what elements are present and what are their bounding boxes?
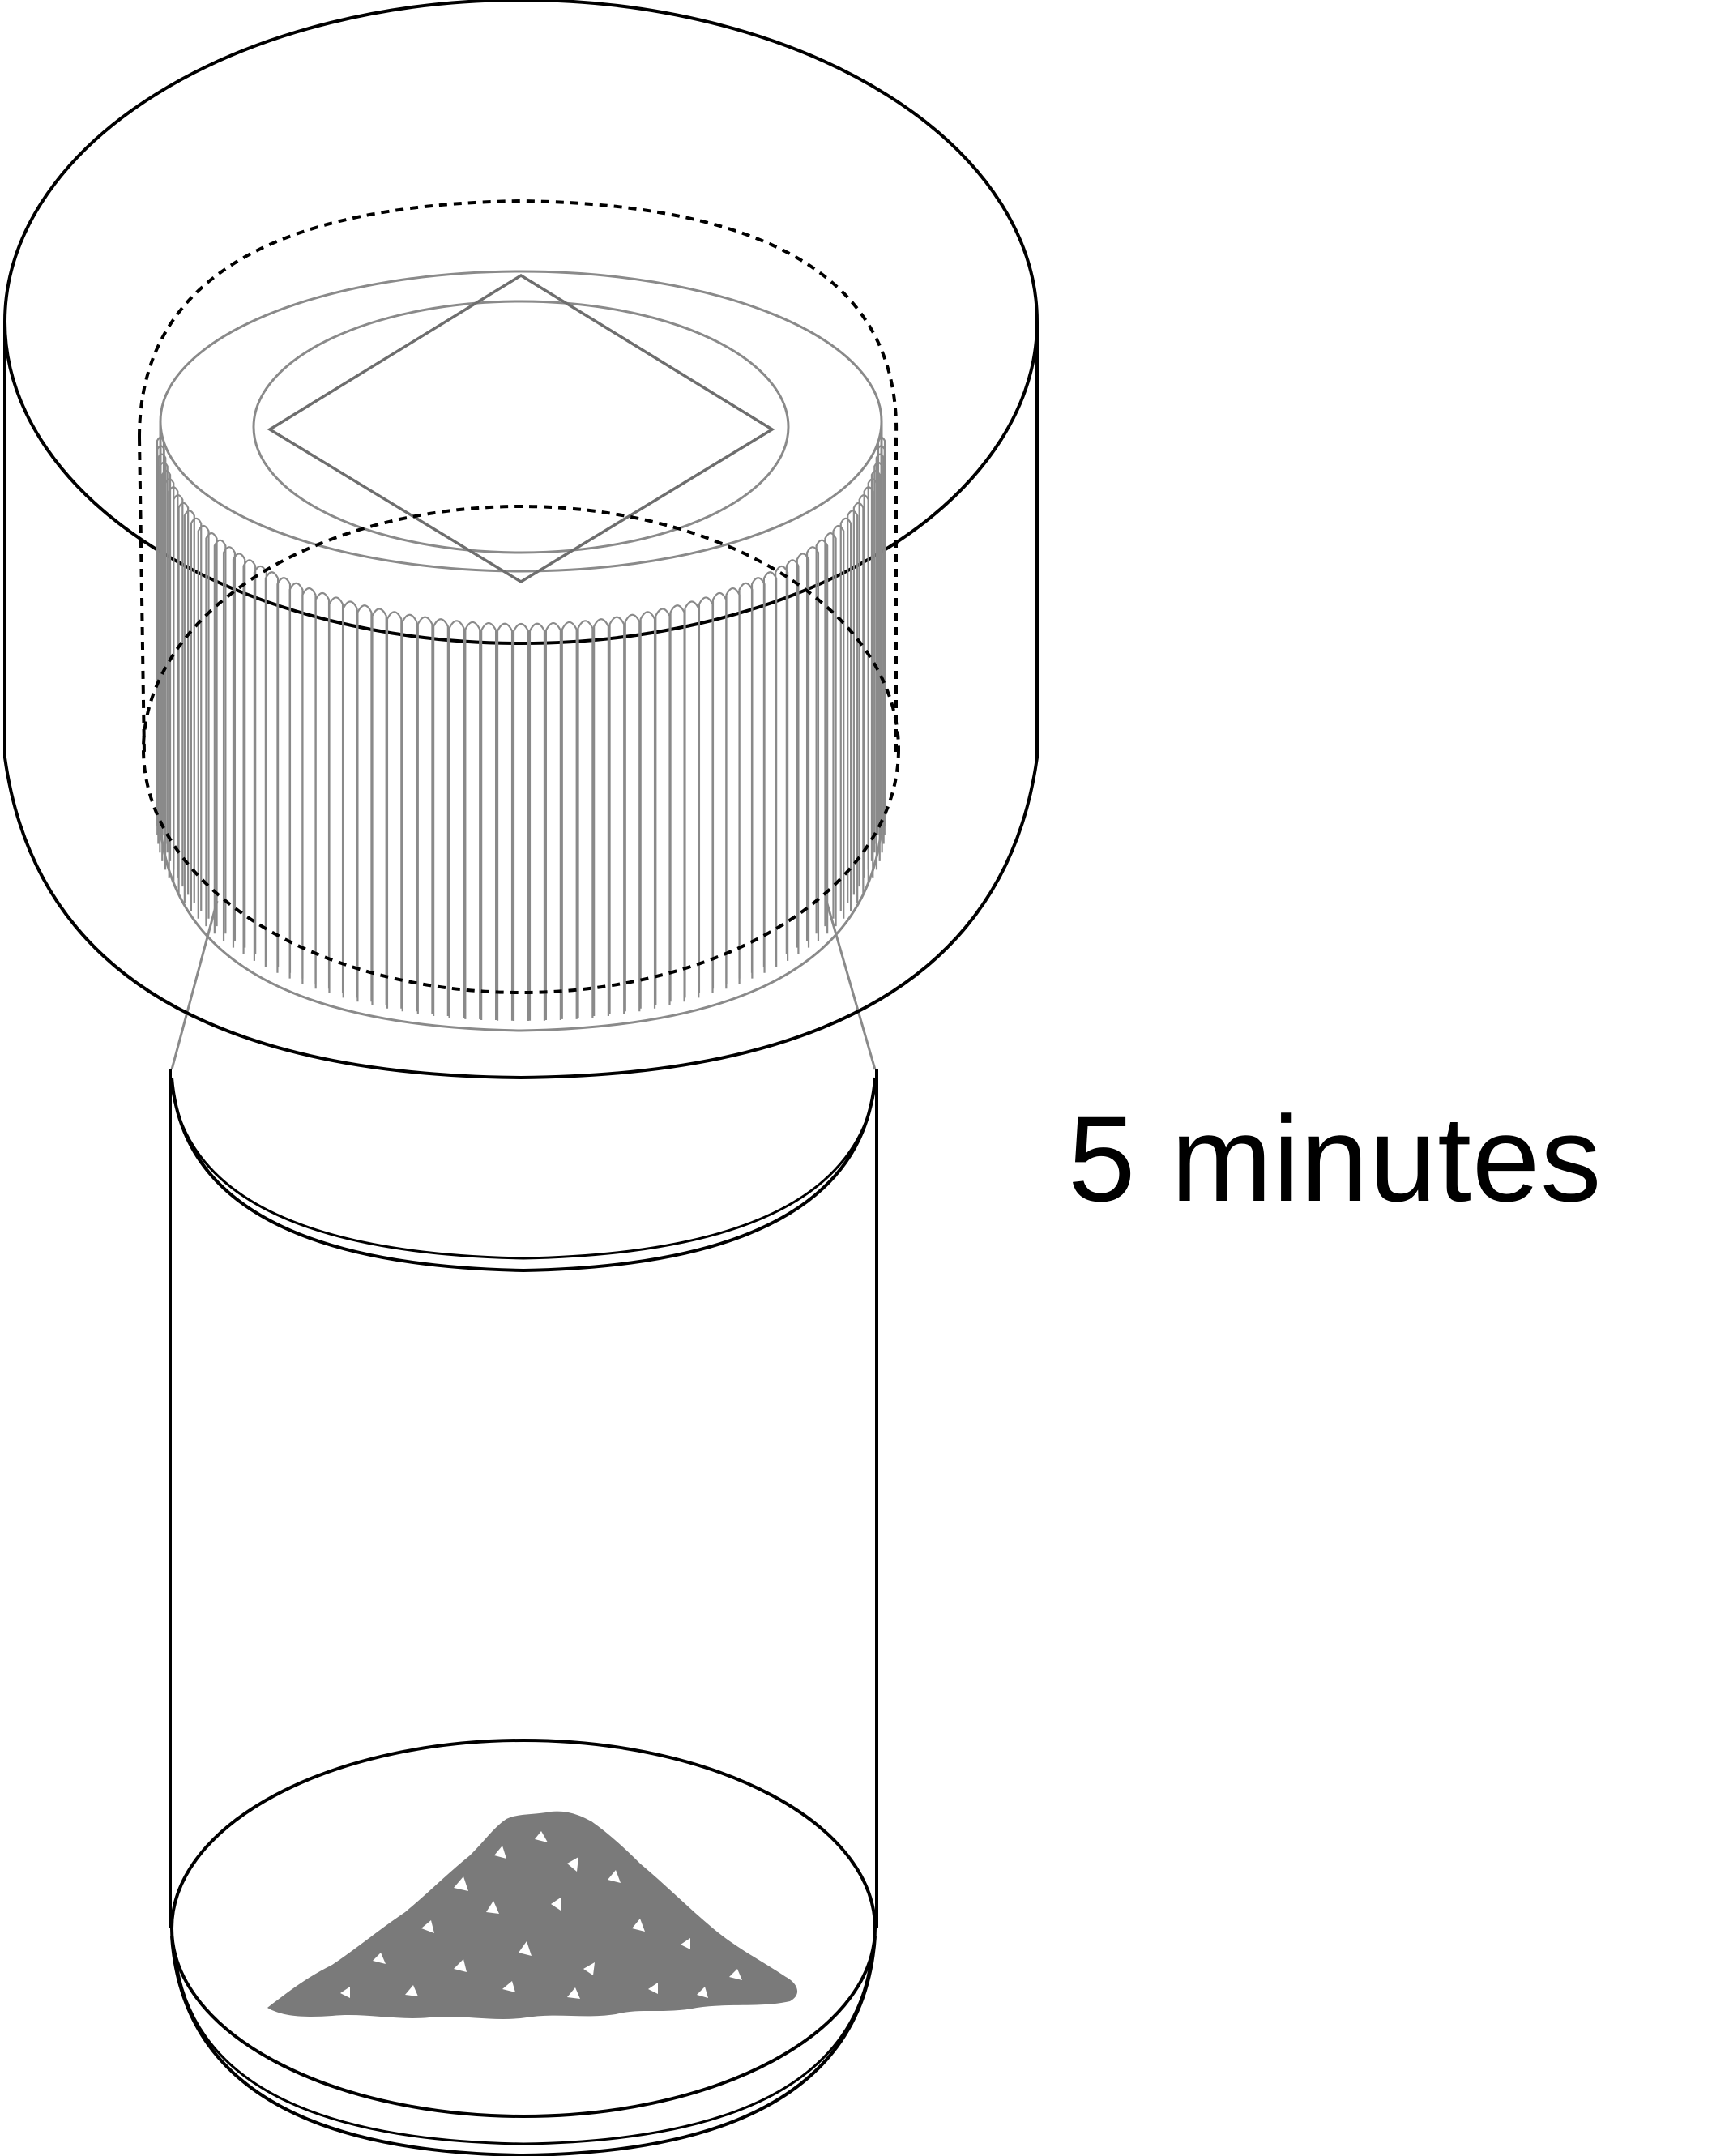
knurl-ridge: [342, 600, 358, 998]
knurl-ridge: [847, 510, 859, 903]
knurl-ridge: [839, 517, 852, 911]
knurl-ridge: [159, 461, 169, 853]
knurl-ridge: [161, 470, 172, 861]
knurl-ridge: [232, 553, 246, 948]
knurl-ridge: [314, 591, 331, 989]
dashed-left-wall: [138, 437, 146, 754]
dashed-outlines: [138, 199, 900, 994]
knurl-ridge: [448, 620, 465, 1018]
powder-pile: [267, 1811, 798, 2019]
knurl-ridge: [608, 616, 625, 1014]
knurl-ridge: [593, 618, 609, 1016]
vial-shoulder-left: [170, 900, 219, 1070]
knurl-ridge: [183, 510, 195, 903]
knurl-ridge: [639, 611, 656, 1009]
knurl-ridge: [173, 494, 184, 887]
knurl-ridge: [416, 616, 433, 1014]
knurl-ridge: [815, 539, 829, 934]
knurl-ridge: [205, 532, 218, 927]
cap-top-outer-ring: [159, 270, 883, 573]
knurl-ridge: [528, 622, 546, 1021]
powder-pile-shape: [267, 1811, 798, 2019]
knurl-ridge: [775, 565, 789, 961]
knurl-ridge: [371, 608, 387, 1005]
knurl-ridge: [684, 600, 700, 998]
knurl-ridge: [190, 517, 203, 911]
cap-bottom-rim: [159, 826, 883, 1032]
knurl-ridge: [156, 436, 165, 826]
knurl-ridge: [512, 622, 530, 1021]
knurl-ridge: [164, 478, 175, 870]
duration-caption: 5 minutes: [1068, 1091, 1603, 1227]
knurl-ridge: [805, 546, 820, 941]
knurl-ridge: [168, 486, 179, 878]
knurl-ridge: [386, 611, 403, 1009]
knurl-ridge: [669, 604, 685, 1002]
knurl-ridge: [577, 620, 594, 1018]
knurl-ridge: [222, 546, 237, 941]
knurl-ridge: [738, 582, 754, 979]
cap-knurl-ridges: [156, 436, 886, 1021]
dashed-lower-ellipse: [142, 505, 900, 994]
powder-highlights: [340, 1831, 742, 1999]
outer-lid-bottom: [3, 757, 1039, 1080]
knurl-ridge: [288, 582, 304, 979]
knurl-ridge: [544, 622, 561, 1021]
knurl-ridge: [711, 591, 728, 989]
vial-bottom-rim-2: [173, 1952, 873, 2145]
vial-neck-rim: [170, 1077, 877, 1273]
knurl-ridge: [213, 539, 227, 934]
knurl-ridge: [197, 524, 210, 919]
vial-bottom-rim: [170, 1936, 877, 2156]
vial-neck-rim-inner: [170, 1085, 877, 1260]
knurl-ridge: [301, 587, 317, 984]
knurl-ridge: [401, 613, 418, 1012]
knurl-ridge: [877, 436, 886, 826]
knurl-ridge: [655, 608, 671, 1005]
diamond-mark: [267, 273, 775, 584]
knurl-ridge: [824, 532, 837, 927]
knurl-ridge: [480, 622, 497, 1021]
knurled-cap: [156, 270, 886, 1032]
knurl-ridge: [264, 571, 280, 967]
vial-shoulder-right: [825, 900, 877, 1070]
knurl-ridge: [750, 577, 766, 973]
knurl-ridge: [832, 524, 845, 919]
knurl-ridge: [177, 502, 190, 895]
knurl-ridge: [276, 577, 292, 973]
cap-top-inner-ring: [252, 300, 790, 554]
knurl-ridge: [242, 559, 257, 954]
knurl-ridge: [433, 618, 449, 1016]
knurl-ridge: [496, 622, 514, 1021]
knurl-ridge: [561, 621, 578, 1019]
knurl-ridge: [785, 559, 800, 954]
knurl-ridge: [157, 453, 167, 844]
knurl-ridge: [328, 596, 344, 994]
knurl-ridge: [464, 621, 481, 1019]
knurl-ridge: [356, 604, 373, 1002]
knurl-ridge: [253, 565, 267, 961]
knurl-ridge: [624, 613, 641, 1012]
knurl-ridge: [698, 596, 714, 994]
knurl-ridge: [762, 571, 778, 967]
outer-lid: [3, 0, 1039, 1080]
vial: [169, 900, 878, 2156]
knurl-ridge: [725, 587, 741, 984]
dashed-upper-rim: [138, 199, 899, 438]
knurl-ridge: [796, 553, 810, 948]
knurl-ridge: [875, 453, 885, 844]
knurl-ridge: [156, 445, 165, 835]
vial-floor-ellipse: [170, 1739, 877, 2118]
